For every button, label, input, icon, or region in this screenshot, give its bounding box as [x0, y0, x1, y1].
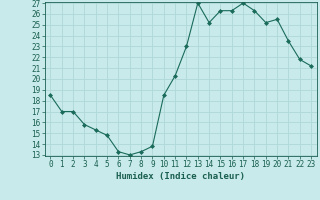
- X-axis label: Humidex (Indice chaleur): Humidex (Indice chaleur): [116, 172, 245, 181]
